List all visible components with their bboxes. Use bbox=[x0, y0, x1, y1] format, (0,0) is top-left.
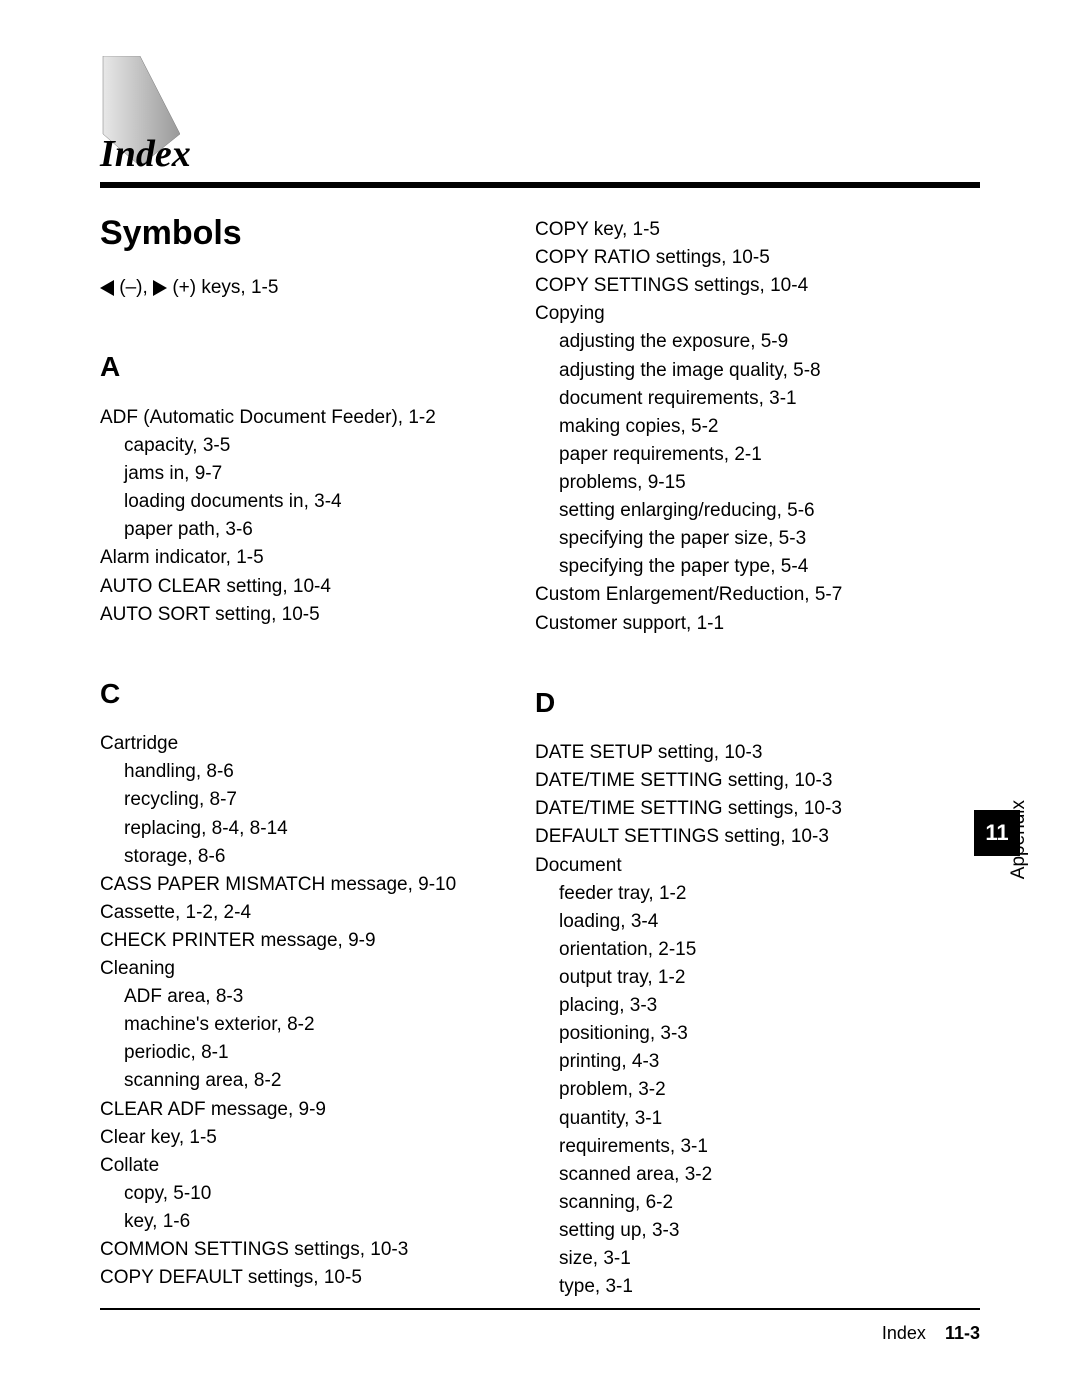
index-entry: AUTO CLEAR setting, 10-4 bbox=[100, 573, 500, 601]
section-c-entries: Cartridgehandling, 8-6recycling, 8-7repl… bbox=[100, 730, 500, 1292]
index-entry: jams in, 9-7 bbox=[124, 460, 500, 488]
index-entry: COMMON SETTINGS settings, 10-3 bbox=[100, 1236, 500, 1264]
index-entry: placing, 3-3 bbox=[559, 992, 935, 1020]
index-entry: COPY RATIO settings, 10-5 bbox=[535, 244, 935, 272]
footer: Index 11-3 bbox=[882, 1323, 980, 1344]
index-entry: scanned area, 3-2 bbox=[559, 1161, 935, 1189]
section-d-entries: DATE SETUP setting, 10-3DATE/TIME SETTIN… bbox=[535, 739, 935, 1301]
index-entry: key, 1-6 bbox=[124, 1208, 500, 1236]
index-entry: DEFAULT SETTINGS setting, 10-3 bbox=[535, 823, 935, 851]
index-entry: COPY DEFAULT settings, 10-5 bbox=[100, 1264, 500, 1292]
index-entry: ADF area, 8-3 bbox=[124, 983, 500, 1011]
index-entry: Cleaning bbox=[100, 955, 500, 983]
index-entry: COPY SETTINGS settings, 10-4 bbox=[535, 272, 935, 300]
index-entry: document requirements, 3-1 bbox=[559, 385, 935, 413]
symbols-text-2: (+) keys, 1-5 bbox=[167, 277, 278, 298]
symbols-text-1: (–), bbox=[114, 277, 153, 298]
section-c-continued-entries: COPY key, 1-5COPY RATIO settings, 10-5CO… bbox=[535, 216, 935, 638]
index-entry: making copies, 5-2 bbox=[559, 413, 935, 441]
index-entry: Copying bbox=[535, 300, 935, 328]
index-entry: AUTO SORT setting, 10-5 bbox=[100, 601, 500, 629]
index-entry: CASS PAPER MISMATCH message, 9-10 bbox=[100, 871, 500, 899]
index-entry: Collate bbox=[100, 1152, 500, 1180]
section-c-header: C bbox=[100, 673, 500, 714]
index-entry: quantity, 3-1 bbox=[559, 1105, 935, 1133]
index-entry: Alarm indicator, 1-5 bbox=[100, 544, 500, 572]
section-a-entries: ADF (Automatic Document Feeder), 1-2capa… bbox=[100, 404, 500, 629]
index-entry: periodic, 8-1 bbox=[124, 1039, 500, 1067]
index-entry: output tray, 1-2 bbox=[559, 964, 935, 992]
index-entry: scanning area, 8-2 bbox=[124, 1067, 500, 1095]
symbols-keys-entry: (–), (+) keys, 1-5 bbox=[100, 274, 500, 302]
index-entry: adjusting the exposure, 5-9 bbox=[559, 328, 935, 356]
index-entry: positioning, 3-3 bbox=[559, 1020, 935, 1048]
index-entry: paper requirements, 2-1 bbox=[559, 441, 935, 469]
title-rule bbox=[100, 182, 980, 188]
index-entry: problems, 9-15 bbox=[559, 469, 935, 497]
index-entry: CHECK PRINTER message, 9-9 bbox=[100, 927, 500, 955]
index-entry: Custom Enlargement/Reduction, 5-7 bbox=[535, 581, 935, 609]
index-entry: requirements, 3-1 bbox=[559, 1133, 935, 1161]
index-entry: DATE SETUP setting, 10-3 bbox=[535, 739, 935, 767]
section-d-header: D bbox=[535, 682, 935, 723]
footer-page-number: 11-3 bbox=[945, 1323, 980, 1343]
left-arrow-icon bbox=[100, 280, 114, 296]
index-entry: Cassette, 1-2, 2-4 bbox=[100, 899, 500, 927]
footer-rule bbox=[100, 1308, 980, 1310]
page-title: Index bbox=[100, 132, 191, 176]
symbols-header: Symbols bbox=[100, 208, 500, 258]
index-entry: CLEAR ADF message, 9-9 bbox=[100, 1096, 500, 1124]
footer-label: Index bbox=[882, 1323, 926, 1343]
index-entry: storage, 8-6 bbox=[124, 843, 500, 871]
index-entry: size, 3-1 bbox=[559, 1245, 935, 1273]
index-entry: machine's exterior, 8-2 bbox=[124, 1011, 500, 1039]
index-entry: type, 3-1 bbox=[559, 1273, 935, 1301]
index-entry: DATE/TIME SETTING settings, 10-3 bbox=[535, 795, 935, 823]
index-entry: loading documents in, 3-4 bbox=[124, 488, 500, 516]
index-entry: problem, 3-2 bbox=[559, 1076, 935, 1104]
index-entry: setting up, 3-3 bbox=[559, 1217, 935, 1245]
index-entry: paper path, 3-6 bbox=[124, 516, 500, 544]
section-a-header: A bbox=[100, 346, 500, 387]
index-entry: capacity, 3-5 bbox=[124, 432, 500, 460]
index-entry: scanning, 6-2 bbox=[559, 1189, 935, 1217]
left-column: Symbols (–), (+) keys, 1-5 A ADF (Automa… bbox=[100, 208, 500, 1301]
right-column: COPY key, 1-5COPY RATIO settings, 10-5CO… bbox=[535, 208, 935, 1301]
index-entry: ADF (Automatic Document Feeder), 1-2 bbox=[100, 404, 500, 432]
index-entry: COPY key, 1-5 bbox=[535, 216, 935, 244]
index-entry: specifying the paper type, 5-4 bbox=[559, 553, 935, 581]
index-entry: printing, 4-3 bbox=[559, 1048, 935, 1076]
index-entry: copy, 5-10 bbox=[124, 1180, 500, 1208]
index-entry: DATE/TIME SETTING setting, 10-3 bbox=[535, 767, 935, 795]
index-entry: Cartridge bbox=[100, 730, 500, 758]
right-arrow-icon bbox=[153, 280, 167, 296]
index-entry: Clear key, 1-5 bbox=[100, 1124, 500, 1152]
sidebar-chapter-tab: 11 bbox=[974, 810, 1020, 856]
index-entry: orientation, 2-15 bbox=[559, 936, 935, 964]
index-entry: replacing, 8-4, 8-14 bbox=[124, 815, 500, 843]
index-entry: loading, 3-4 bbox=[559, 908, 935, 936]
index-entry: setting enlarging/reducing, 5-6 bbox=[559, 497, 935, 525]
index-content: Symbols (–), (+) keys, 1-5 A ADF (Automa… bbox=[100, 208, 935, 1301]
index-entry: recycling, 8-7 bbox=[124, 786, 500, 814]
index-entry: Document bbox=[535, 852, 935, 880]
index-entry: adjusting the image quality, 5-8 bbox=[559, 357, 935, 385]
index-entry: feeder tray, 1-2 bbox=[559, 880, 935, 908]
index-entry: specifying the paper size, 5-3 bbox=[559, 525, 935, 553]
index-entry: handling, 8-6 bbox=[124, 758, 500, 786]
index-entry: Customer support, 1-1 bbox=[535, 610, 935, 638]
